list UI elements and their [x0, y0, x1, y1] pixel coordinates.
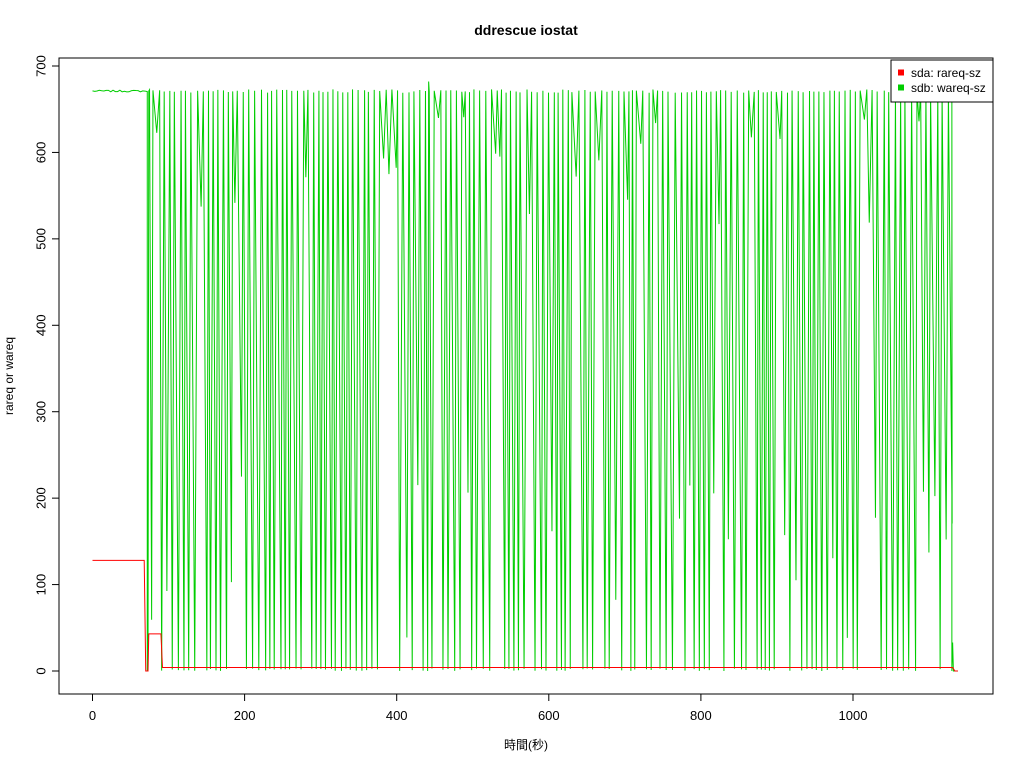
- y-tick-label: 200: [33, 487, 48, 509]
- x-tick-label: 800: [690, 708, 712, 723]
- y-tick-label: 400: [33, 314, 48, 336]
- legend-swatch-sdb: [898, 84, 904, 91]
- y-axis: 0 100 200 300 400 500 600 700: [33, 55, 60, 675]
- x-tick-label: 200: [234, 708, 256, 723]
- chart-title: ddrescue iostat: [474, 22, 578, 38]
- y-tick-label: 300: [33, 401, 48, 423]
- y-tick-label: 700: [33, 55, 48, 77]
- x-tick-label: 600: [538, 708, 560, 723]
- y-tick-label: 500: [33, 228, 48, 250]
- legend-box: [890, 59, 994, 103]
- x-tick-label: 400: [386, 708, 408, 723]
- series-layer: [92, 81, 958, 672]
- series-line-sdb: [92, 81, 958, 672]
- x-tick-label: 0: [89, 708, 96, 723]
- x-tick-label: 1000: [839, 708, 868, 723]
- legend: sda: rareq-sz sdb: wareq-sz: [890, 59, 994, 103]
- y-tick-label: 600: [33, 142, 48, 164]
- legend-entry-sdb: sdb: wareq-sz: [911, 81, 986, 95]
- x-axis-label: 時間(秒): [504, 738, 548, 752]
- y-axis-label: rareq or wareq: [2, 337, 16, 415]
- y-tick-label: 100: [33, 574, 48, 596]
- series-line-sda: [92, 559, 958, 672]
- legend-swatch-sda: [898, 69, 904, 76]
- y-tick-label: 0: [33, 667, 48, 674]
- legend-entry-sda: sda: rareq-sz: [911, 66, 981, 80]
- x-axis: 0 200 400 600 800 1000: [89, 693, 868, 723]
